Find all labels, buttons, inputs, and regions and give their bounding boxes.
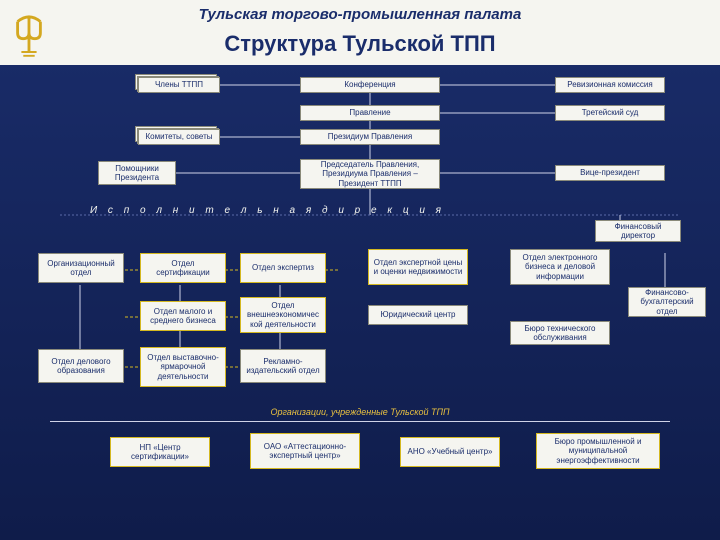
node-presidium: Президиум Правления [300,129,440,145]
node-expertise: Отдел экспертиз [240,253,326,283]
node-board: Правление [300,105,440,121]
node-chairman: Председатель Правления, Президиума Правл… [300,159,440,189]
node-fin-dir: Финансовый директор [595,220,681,242]
node-fin-acc: Финансово-бухгалтерский отдел [628,287,706,317]
logo-icon [10,14,48,60]
diagram-canvas: Члены ТТПП Конференция Ревизионная комис… [0,65,720,535]
node-publish: Рекламно-издательский отдел [240,349,326,383]
node-expo: Отдел выставочно-ярмарочной деятельности [140,347,226,387]
node-vice: Вице-президент [555,165,665,181]
node-revision: Ревизионная комиссия [555,77,665,93]
node-conference: Конференция [300,77,440,93]
section-label: И с п о л н и т е л ь н а я д и р е к ц … [90,205,445,216]
node-org-dept: Организационный отдел [38,253,124,283]
orgs-label: Организации, учрежденные Тульской ТПП [0,407,720,417]
node-committees: Комитеты, советы [138,129,220,145]
header: Тульская торгово-промышленная палата Стр… [0,0,720,65]
node-np-cert: НП «Центр сертификации» [110,437,210,467]
node-foreign: Отдел внешнеэкономичес кой деятельности [240,297,326,333]
node-arbitration: Третейский суд [555,105,665,121]
node-legal: Юридический центр [368,305,468,325]
node-bureau: Бюро промышленной и муниципальной энерго… [536,433,660,469]
node-oao: ОАО «Аттестационно-экспертный центр» [250,433,360,469]
page-title: Структура Тульской ТПП [0,27,720,65]
node-assistants: Помощники Президента [98,161,176,185]
node-ano: АНО «Учебный центр» [400,437,500,467]
node-ebiz: Отдел электронного бизнеса и деловой инф… [510,249,610,285]
node-price: Отдел экспертной цены и оценки недвижимо… [368,249,468,285]
node-members: Члены ТТПП [138,77,220,93]
node-tech: Бюро технического обслуживания [510,321,610,345]
divider [50,421,670,422]
node-smb: Отдел малого и среднего бизнеса [140,301,226,331]
node-cert-dept: Отдел сертификации [140,253,226,283]
org-name: Тульская торгово-промышленная палата [0,0,720,27]
node-edu: Отдел делового образования [38,349,124,383]
